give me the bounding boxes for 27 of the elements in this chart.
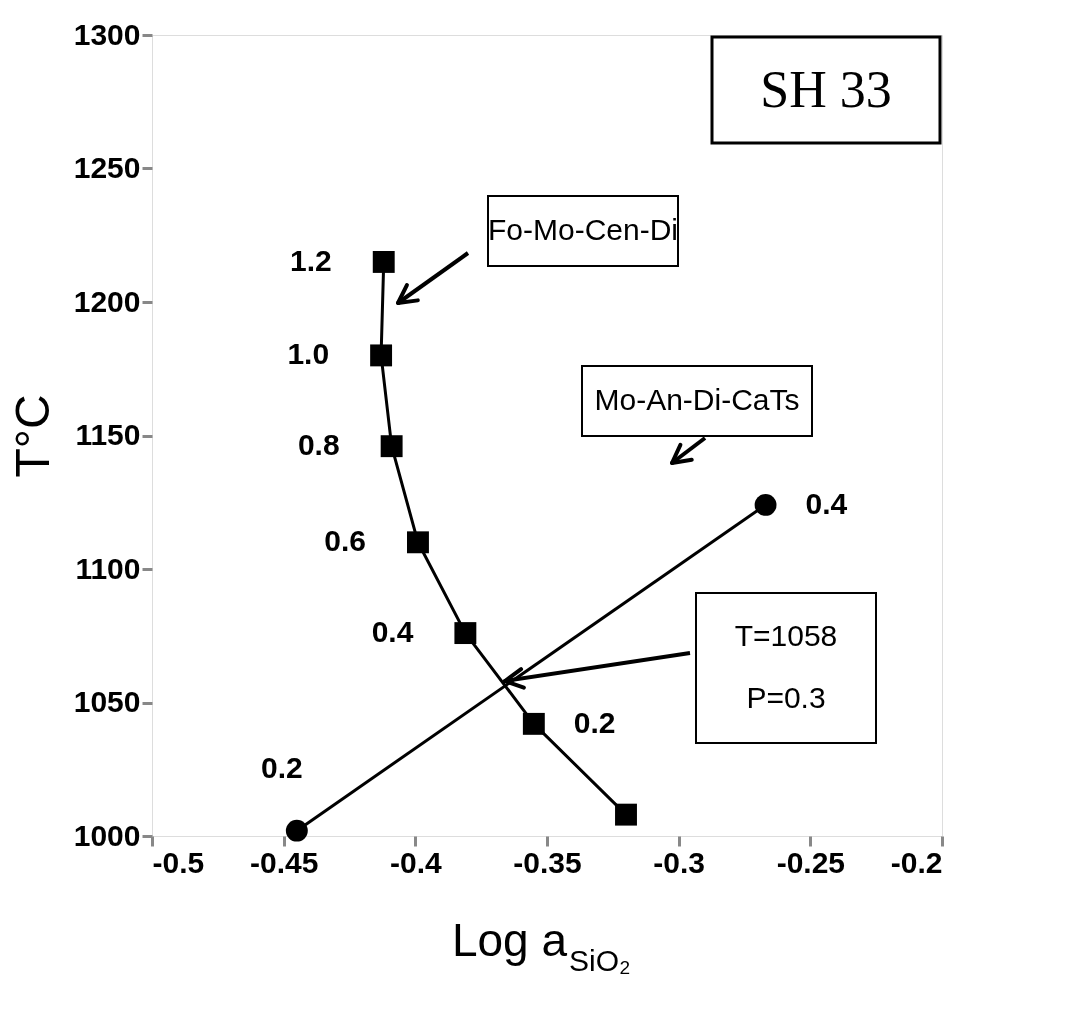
- y-tick-label: 1150: [75, 418, 141, 451]
- y-tick-label: 1000: [73, 818, 141, 852]
- y-axis-title: T°C: [5, 394, 59, 478]
- annotation: 1.0: [287, 337, 330, 371]
- y-tick-label: 1300: [73, 17, 141, 51]
- x-tick-label: -0.4: [389, 845, 442, 879]
- annotation: 0.4: [805, 486, 848, 520]
- annotation: 1.2: [290, 243, 332, 277]
- annotation: 0.2: [260, 750, 303, 784]
- y-tick-label: 1050: [73, 685, 141, 718]
- annotation: 0.4: [371, 615, 414, 649]
- x-tick-label: -0.3: [653, 845, 706, 879]
- x-tick-label: -0.2: [890, 845, 943, 879]
- annotation: SH 33: [760, 61, 892, 118]
- annotation: Mo-An-Di-CaTs: [594, 383, 800, 416]
- x-tick-label: -0.25: [776, 845, 846, 879]
- x-tick-label: -0.35: [513, 845, 582, 879]
- annotation: Fo-Mo-Cen-Di: [487, 213, 679, 246]
- x-tick-label: -0.45: [249, 845, 319, 879]
- y-tick-label: 1250: [73, 151, 141, 184]
- annotation: T=1058 P=0.3: [734, 619, 838, 714]
- annotation: 0.6: [324, 524, 366, 558]
- x-tick-label: -0.5: [152, 845, 205, 879]
- y-tick-label: 1200: [73, 284, 141, 318]
- annotation: 0.2: [573, 705, 616, 739]
- annotation: 0.8: [297, 428, 340, 462]
- y-tick-label: 1100: [75, 551, 141, 585]
